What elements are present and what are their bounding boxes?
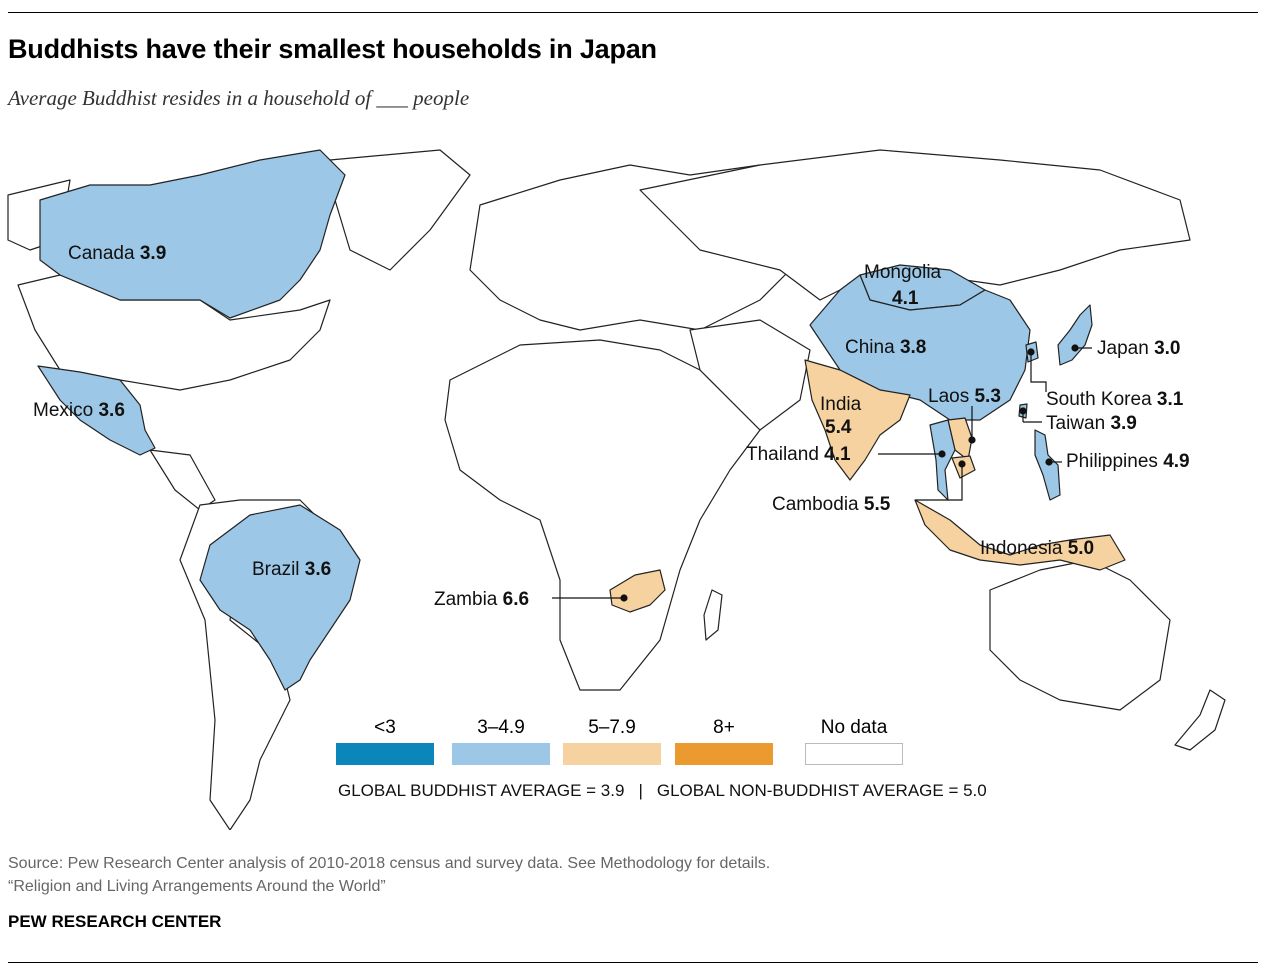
land-middle-east [689, 319, 811, 431]
dot-zambia [620, 594, 628, 602]
label-mexico: Mexico 3.6 [33, 400, 125, 421]
land-africa [444, 339, 761, 691]
label-thailand: Thailand 4.1 [746, 444, 851, 465]
label-south-korea: South Korea 3.1 [1046, 389, 1184, 410]
bottom-rule [8, 962, 1258, 963]
dot-laos [968, 436, 976, 444]
source-text: Source: Pew Research Center analysis of … [8, 855, 771, 872]
label-mongolia-value: 4.1 [892, 288, 919, 309]
land-australia [989, 559, 1171, 711]
country-brazil [199, 504, 361, 691]
top-rule [8, 12, 1258, 13]
land-madagascar [703, 589, 723, 641]
land-central-america [149, 449, 216, 511]
label-japan: Japan 3.0 [1097, 338, 1180, 359]
country-india [804, 359, 911, 481]
land-new-zealand [1174, 689, 1226, 751]
label-cambodia: Cambodia 5.5 [772, 494, 891, 515]
dot-cambodia [958, 460, 966, 468]
dot-philippines [1045, 458, 1053, 466]
country-indonesia [914, 499, 1126, 571]
label-zambia: Zambia 6.6 [434, 589, 529, 610]
label-mongolia-name: Mongolia [864, 262, 942, 283]
legend-swatch-3-4-9 [452, 743, 550, 765]
label-taiwan: Taiwan 3.9 [1046, 413, 1137, 434]
non-buddhist-average: GLOBAL NON-BUDDHIST AVERAGE = 5.0 [656, 781, 987, 800]
legend-swatch-8plus [675, 743, 773, 765]
legend-swatch-nodata [805, 743, 903, 765]
chart-subtitle: Average Buddhist resides in a household … [8, 86, 470, 110]
label-china: China 3.8 [845, 337, 926, 358]
source-note: Source: Pew Research Center analysis of … [8, 852, 770, 898]
legend-swatch-5-7-9 [563, 743, 661, 765]
label-canada: Canada 3.9 [68, 243, 166, 264]
averages-separator: | [638, 781, 643, 800]
label-philippines: Philippines 4.9 [1066, 451, 1190, 472]
organization-name: PEW RESEARCH CENTER [8, 912, 222, 931]
leader-south-korea [1030, 352, 1047, 392]
land-greenland [329, 149, 471, 271]
dot-south-korea [1027, 348, 1035, 356]
leader-cambodia [915, 464, 963, 501]
legend-label-8plus: 8+ [713, 717, 735, 738]
dot-japan [1071, 344, 1079, 352]
world-map: Canada 3.9 Mexico 3.6 Brazil 3.6 Zambia … [7, 149, 1226, 830]
country-mexico [37, 365, 156, 456]
dot-thailand [938, 450, 946, 458]
global-averages: GLOBAL BUDDHIST AVERAGE = 3.9 | GLOBAL NON… [338, 781, 987, 801]
legend-label-3-4-9: 3–4.9 [477, 717, 525, 738]
report-title: “Religion and Living Arrangements Around… [8, 878, 386, 895]
buddhist-average: GLOBAL BUDDHIST AVERAGE = 3.9 [338, 781, 625, 800]
legend-label-5-7-9: 5–7.9 [588, 717, 636, 738]
dot-taiwan [1019, 407, 1027, 415]
legend-label-nodata: No data [820, 717, 888, 738]
chart-title: Buddhists have their smallest households… [8, 34, 657, 64]
label-laos: Laos 5.3 [928, 386, 1001, 407]
label-india-value: 5.4 [825, 417, 852, 438]
country-japan [1057, 304, 1093, 366]
country-canada [39, 149, 346, 319]
country-thailand [929, 419, 956, 501]
land-russia [639, 149, 1191, 301]
legend-label-lt3: <3 [374, 717, 396, 738]
label-indonesia: Indonesia 5.0 [980, 538, 1094, 559]
legend-swatch-lt3 [336, 743, 434, 765]
label-brazil: Brazil 3.6 [252, 559, 331, 580]
label-india-name: India [820, 394, 862, 415]
